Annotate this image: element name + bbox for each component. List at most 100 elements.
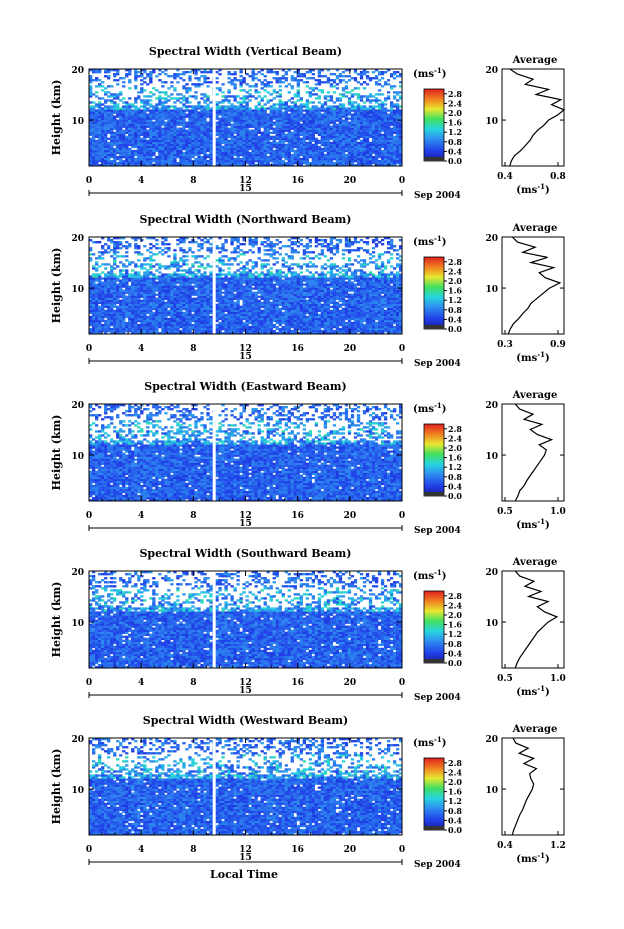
date-day: 15 (239, 686, 252, 696)
y-axis-label: Height (km) (50, 248, 63, 324)
colorbar-tick-label: 1.2 (448, 796, 462, 806)
profile-x-tick-label: 1.0 (550, 507, 566, 517)
x-tick-label: 0 (86, 678, 92, 688)
x-tick-label: 20 (344, 678, 357, 688)
profile-line (511, 737, 538, 836)
profile-units: (ms-1) (516, 517, 549, 531)
x-tick-label: 20 (344, 845, 357, 855)
panel-5: Spectral Width (Westward Beam) 0 4 8 12 16 20 0… (50, 714, 566, 870)
colorbar-tick-label: 2.4 (448, 767, 462, 777)
colorbar-tick-label: 1.6 (448, 787, 462, 797)
x-tick-label: 4 (138, 344, 144, 354)
panel-title: Spectral Width (Westward Beam) (143, 714, 348, 727)
x-tick-label: 0 (399, 845, 405, 855)
x-tick-label: 0 (86, 845, 92, 855)
profile-line (514, 570, 559, 669)
colorbar-tick-label: 1.2 (448, 295, 462, 305)
colorbar-tick-label: 0.0 (448, 491, 462, 501)
date-day: 15 (239, 184, 252, 194)
date-month-year: Sep 2004 (414, 693, 461, 703)
profile-x-tick-label: 0.4 (497, 172, 513, 182)
colorbar-tick-label: 2.0 (448, 108, 462, 118)
panel-title: Spectral Width (Southward Beam) (139, 547, 351, 560)
colorbar-tick-label: 2.0 (448, 276, 462, 286)
colorbar-tick-label: 2.4 (448, 98, 462, 108)
data-gap (212, 237, 216, 334)
colorbar-tick-label: 2.8 (448, 758, 462, 768)
profile-title: Average (512, 55, 558, 66)
profile-units: (ms-1) (516, 182, 549, 196)
colorbar-units: (ms-1) (413, 401, 446, 415)
data-gap (212, 404, 216, 501)
y-axis-label: Height (km) (50, 749, 63, 825)
y-tick-label: 20 (71, 234, 84, 244)
colorbar-tick-label: 2.0 (448, 610, 462, 620)
x-tick-label: 4 (138, 678, 144, 688)
colorbar-tick-label: 0.8 (448, 305, 462, 315)
date-month-year: Sep 2004 (414, 526, 461, 536)
profile-y-tick-label: 20 (485, 234, 498, 244)
data-gap (212, 571, 216, 668)
profile-y-tick-label: 10 (485, 117, 498, 127)
profile-x-tick-label: 1.2 (550, 841, 566, 851)
profile-x-tick-label: 1.0 (550, 674, 566, 684)
profile-units: (ms-1) (516, 684, 549, 698)
profile-x-tick-label: 0.8 (550, 172, 566, 182)
colorbar-tick-label: 2.4 (448, 433, 462, 443)
x-tick-label: 4 (138, 176, 144, 186)
figure-x-axis-label: Local Time (210, 868, 278, 881)
colorbar (423, 590, 445, 664)
colorbar-tick-label: 0.0 (448, 825, 462, 835)
panel-title: Spectral Width (Eastward Beam) (144, 380, 346, 393)
profile-units: (ms-1) (516, 350, 549, 364)
profile-y-tick-label: 10 (485, 786, 498, 796)
colorbar-tick-label: 2.4 (448, 266, 462, 276)
y-tick-label: 10 (71, 117, 84, 127)
colorbar-units: (ms-1) (413, 735, 446, 749)
profile-y-tick-label: 20 (485, 568, 498, 578)
y-axis-label: Height (km) (50, 582, 63, 658)
date-month-year: Sep 2004 (414, 860, 461, 870)
y-tick-label: 10 (71, 285, 84, 295)
date-day: 15 (239, 519, 252, 529)
colorbar-tick-label: 0.4 (448, 481, 462, 491)
x-tick-label: 16 (291, 511, 304, 521)
colorbar-tick-label: 1.2 (448, 629, 462, 639)
colorbar-tick-label: 1.2 (448, 127, 462, 137)
profile-frame (501, 570, 565, 669)
date-month-year: Sep 2004 (414, 191, 461, 201)
profile-frame (501, 236, 565, 335)
colorbar-tick-label: 0.8 (448, 639, 462, 649)
x-tick-label: 16 (291, 344, 304, 354)
x-tick-label: 0 (86, 511, 92, 521)
panel-4: Spectral Width (Southward Beam) 0 4 8 12 16 20… (50, 547, 566, 703)
colorbar-tick-label: 2.8 (448, 89, 462, 99)
date-day: 15 (239, 352, 252, 362)
profile-title: Average (512, 557, 558, 568)
x-tick-label: 8 (190, 344, 196, 354)
colorbar-tick-label: 0.4 (448, 815, 462, 825)
x-tick-label: 0 (399, 344, 405, 354)
profile-title: Average (512, 390, 558, 401)
y-tick-label: 20 (71, 66, 84, 76)
profile-y-tick-label: 10 (485, 285, 498, 295)
heatmap-field (89, 571, 403, 669)
x-tick-label: 12 (239, 344, 252, 354)
profile-y-tick-label: 20 (485, 66, 498, 76)
x-tick-label: 12 (239, 678, 252, 688)
colorbar (423, 88, 445, 162)
x-tick-label: 8 (190, 511, 196, 521)
colorbar-tick-label: 0.8 (448, 137, 462, 147)
colorbar-units: (ms-1) (413, 66, 446, 80)
colorbar-tick-label: 1.6 (448, 286, 462, 296)
data-gap (212, 738, 216, 835)
x-tick-label: 20 (344, 344, 357, 354)
profile-frame (501, 403, 565, 502)
colorbar-units: (ms-1) (413, 234, 446, 248)
data-gap (212, 69, 216, 166)
profile-x-tick-label: 0.9 (550, 340, 566, 350)
profile-title: Average (512, 223, 558, 234)
colorbar-tick-label: 0.0 (448, 324, 462, 334)
x-tick-label: 8 (190, 845, 196, 855)
x-tick-label: 12 (239, 511, 252, 521)
